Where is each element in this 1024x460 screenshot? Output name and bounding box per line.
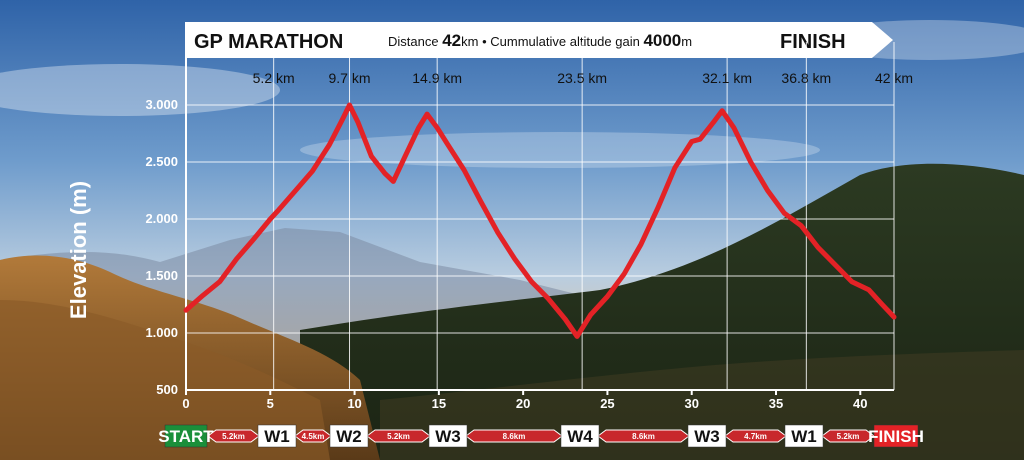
gain-separator: • Cummulative altitude gain (478, 34, 643, 49)
station-badge-water (428, 424, 468, 448)
station-label: W1 (791, 427, 817, 446)
segment-distance: 5.2km (837, 432, 860, 441)
km-marker-label: 32.1 km (702, 70, 752, 86)
station-label: START (158, 427, 214, 446)
x-tick-label: 0 (182, 396, 189, 411)
x-tick-label: 15 (432, 396, 446, 411)
x-tick-label: 20 (516, 396, 530, 411)
x-tick-label: 10 (347, 396, 361, 411)
station-label: W3 (694, 427, 720, 446)
distance-prefix: Distance (388, 34, 442, 49)
x-tick-label: 25 (600, 396, 614, 411)
segment-distance: 5.2km (387, 432, 410, 441)
station-label: W4 (567, 427, 593, 446)
y-tick-label: 2.000 (145, 211, 178, 226)
page-title: GP MARATHON (194, 31, 343, 53)
km-marker-label: 23.5 km (557, 70, 607, 86)
km-marker-label: 5.2 km (253, 70, 295, 86)
segment-distance: 5.2km (222, 432, 245, 441)
km-marker-layer: 5.2 km 9.7 km 14.9 km 23.5 km 32.1 km 36.8 km… (253, 70, 913, 86)
x-tick-label: 35 (769, 396, 783, 411)
x-tick-label: 30 (684, 396, 698, 411)
segment-distance: 4.7km (744, 432, 767, 441)
gain-value: 4000 (643, 31, 681, 50)
distance-unit: km (461, 34, 478, 49)
segment-distance: 8.6km (503, 432, 526, 441)
segment-distance: 8.6km (632, 432, 655, 441)
y-tick-label: 500 (156, 382, 178, 397)
elevation-profile-line (183, 102, 897, 339)
y-tick-label: 1.000 (145, 325, 178, 340)
y-axis-label: Elevation (m) (66, 181, 91, 319)
km-marker-label: 14.9 km (412, 70, 462, 86)
y-tick-label: 1.500 (145, 268, 178, 283)
station-badge-water (687, 424, 727, 448)
station-label: FINISH (868, 427, 924, 446)
km-marker-label: 42 km (875, 70, 913, 86)
station-badge-start (164, 424, 208, 448)
station-badge-water (784, 424, 824, 448)
y-tick-label: 3.000 (145, 97, 178, 112)
route-strip: 5.2km 4.5km 5.2km 8.6km 8.6km 4.7km 5.2km START… (158, 424, 924, 448)
y-tick-label: 2.500 (145, 154, 178, 169)
header-subtitle: Distance 42km • Cummulative altitude gai… (388, 31, 692, 50)
grid-layer (186, 42, 895, 391)
distance-value: 42 (442, 31, 461, 50)
station-label: W3 (435, 427, 461, 446)
header-finish-label: FINISH (780, 31, 846, 53)
header-banner: GP MARATHON Distance 42km • Cummulative … (186, 22, 893, 58)
km-marker-label: 36.8 km (781, 70, 831, 86)
station-badge-finish (873, 424, 919, 448)
station-label: W2 (336, 427, 362, 446)
station-badge-water (257, 424, 297, 448)
segment-distance: 4.5km (302, 432, 325, 441)
x-tick-label: 40 (853, 396, 867, 411)
station-label: W1 (264, 427, 290, 446)
km-marker-label: 9.7 km (329, 70, 371, 86)
x-tick-label: 5 (267, 396, 274, 411)
axis-layer: 500 1.000 1.500 2.000 2.500 3.000 0 5 10 15 20 25 30… (145, 22, 894, 411)
station-badge-water (560, 424, 600, 448)
station-badge-water (329, 424, 369, 448)
profile-layer (183, 102, 897, 339)
gain-unit: m (681, 34, 692, 49)
